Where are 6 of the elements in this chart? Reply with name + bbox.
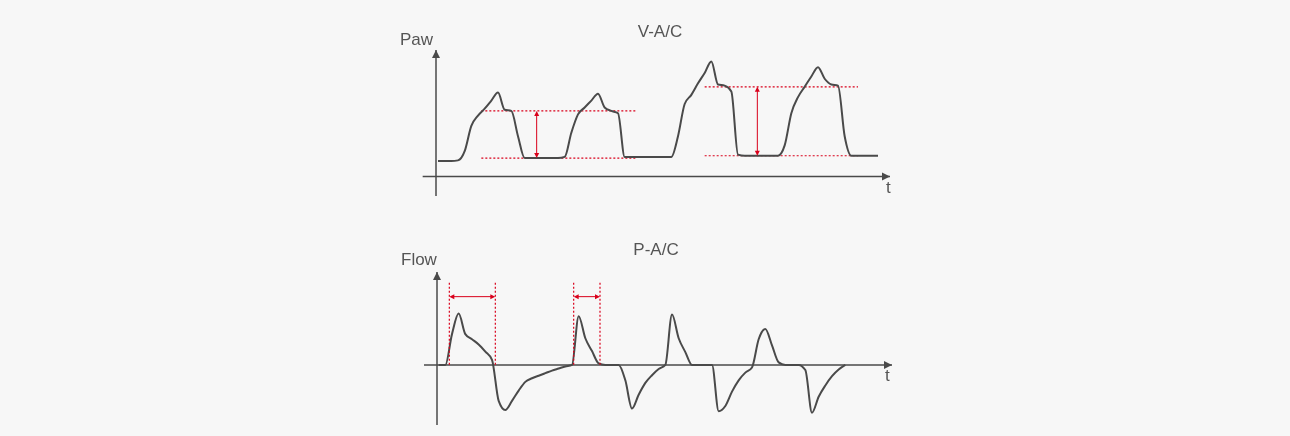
chart-title: V-A/C [637, 22, 683, 42]
x-axis-title: t [885, 366, 890, 386]
chart-title: P-A/C [633, 240, 679, 260]
y-axis-title: Paw [400, 30, 434, 50]
x-axis-title: t [886, 178, 891, 198]
y-axis-title: Flow [401, 250, 437, 270]
